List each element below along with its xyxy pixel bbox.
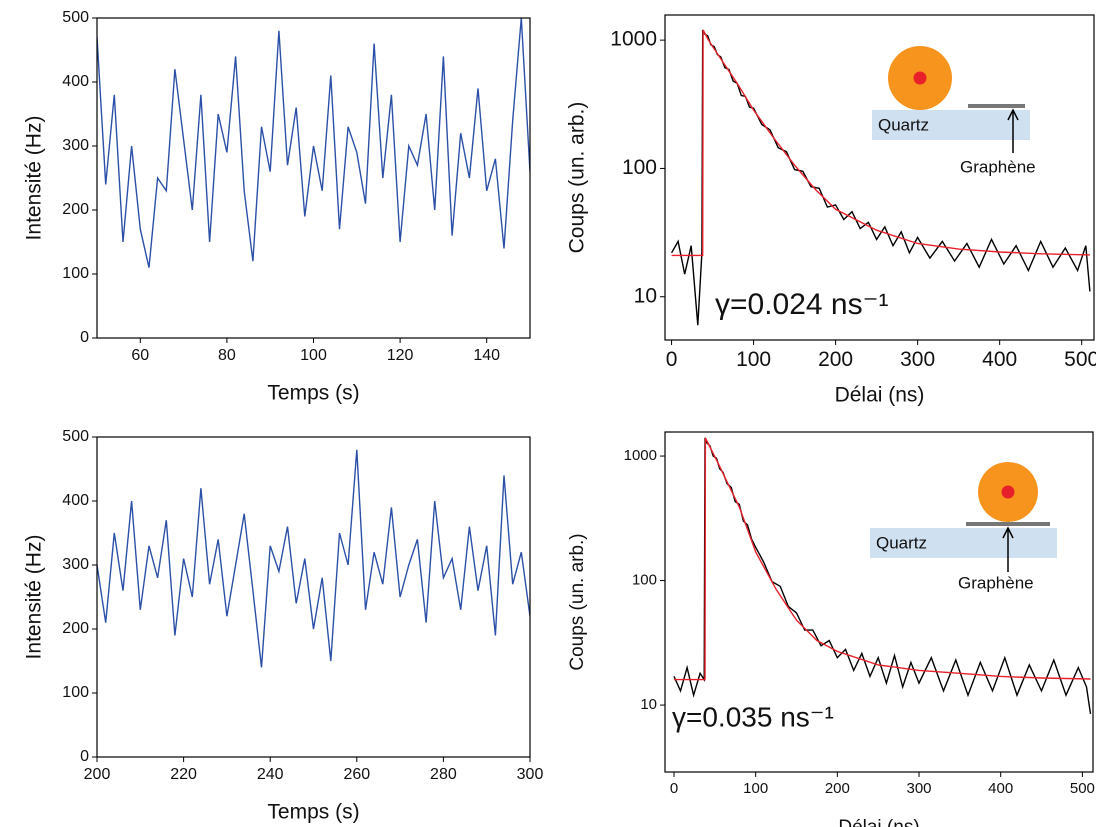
x-axis-label: Délai (ns)	[835, 384, 925, 407]
x-tick-label: 500	[1064, 348, 1096, 371]
x-tick-label: 120	[387, 347, 414, 364]
x-tick-label: 200	[825, 780, 850, 797]
y-axis-label: Coups (un. arb.)	[566, 102, 589, 254]
y-tick-label: 400	[62, 492, 89, 509]
y-tick-label: 10	[640, 696, 657, 713]
x-axis-label: Délai (ns)	[838, 817, 919, 827]
data-line	[674, 437, 1091, 681]
x-tick-label: 220	[170, 766, 197, 783]
y-tick-label: 300	[62, 137, 89, 154]
x-tick-label: 300	[900, 348, 935, 371]
x-tick-label: 100	[300, 347, 327, 364]
plot-frame	[664, 14, 1095, 341]
y-tick-label: 500	[62, 428, 89, 445]
layer-label: Graphène	[958, 573, 1034, 592]
x-axis-label: Temps (s)	[267, 801, 359, 824]
data-line	[670, 29, 1091, 326]
x-tick-label: 200	[818, 348, 853, 371]
y-tick-label: 200	[62, 620, 89, 637]
particle-core	[1001, 485, 1015, 499]
data-line	[97, 18, 530, 268]
annotation: γ=0.035 ns⁻¹	[672, 701, 834, 732]
y-axis-label: Coups (un. arb.)	[567, 533, 588, 670]
x-tick-label: 0	[670, 780, 678, 797]
x-tick-label: 400	[988, 780, 1013, 797]
x-tick-label: 260	[343, 766, 370, 783]
x-tick-label: 300	[907, 780, 932, 797]
x-tick-label: 60	[131, 347, 149, 364]
y-tick-label: 300	[62, 556, 89, 573]
y-tick-label: 100	[632, 572, 657, 589]
particle-core	[913, 71, 927, 85]
x-tick-label: 0	[666, 348, 678, 371]
data-line	[97, 449, 530, 668]
x-tick-label: 100	[743, 780, 768, 797]
y-tick-label: 100	[62, 265, 89, 282]
x-tick-label: 280	[430, 766, 457, 783]
y-tick-label: 400	[62, 73, 89, 90]
annotation: γ=0.024 ns⁻¹	[715, 288, 888, 321]
x-tick-label: 300	[517, 766, 544, 783]
y-tick-label: 100	[62, 684, 89, 701]
y-axis-label: Intensité (Hz)	[23, 116, 46, 241]
x-tick-label: 400	[982, 348, 1017, 371]
plot-frame	[664, 431, 1094, 773]
substrate-label: Quartz	[876, 533, 927, 552]
data-line	[673, 437, 1092, 715]
y-tick-label: 200	[62, 201, 89, 218]
y-tick-label: 500	[62, 9, 89, 26]
x-tick-label: 240	[257, 766, 284, 783]
y-tick-label: 100	[622, 156, 657, 179]
arrow-head	[1007, 108, 1019, 121]
plot-frame	[96, 17, 531, 339]
quartz	[870, 528, 1057, 558]
substrate-label: Quartz	[878, 115, 929, 134]
data-line	[671, 29, 1090, 257]
x-tick-label: 500	[1070, 780, 1095, 797]
y-tick-label: 1000	[624, 447, 657, 464]
plot-frame	[96, 436, 531, 758]
x-tick-label: 200	[84, 766, 111, 783]
x-axis-label: Temps (s)	[267, 382, 359, 405]
layer-label: Graphène	[960, 157, 1036, 176]
x-tick-label: 140	[473, 347, 500, 364]
y-axis-label: Intensité (Hz)	[23, 535, 46, 660]
x-tick-label: 80	[218, 347, 236, 364]
arrow-head	[1002, 526, 1014, 539]
quartz	[872, 110, 1030, 140]
y-tick-label: 1000	[610, 28, 657, 51]
x-tick-label: 100	[736, 348, 771, 371]
y-tick-label: 0	[80, 748, 89, 765]
y-tick-label: 10	[634, 284, 657, 307]
y-tick-label: 0	[80, 329, 89, 346]
